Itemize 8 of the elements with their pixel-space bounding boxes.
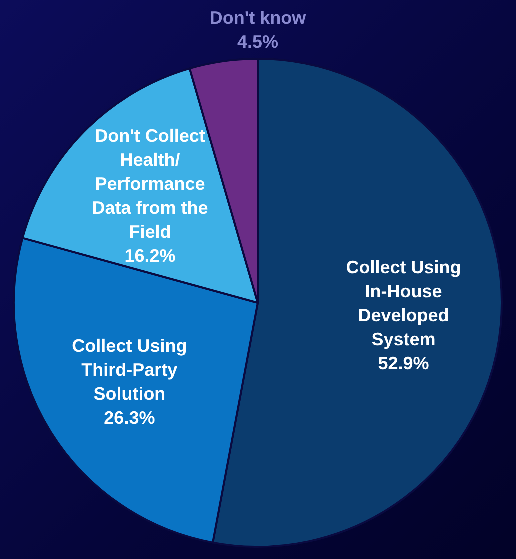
data-label: 52.9% [378,354,430,374]
slice-label: Collect Using Third-Party Solution [72,336,188,404]
data-label: 4.5% [237,32,279,52]
slice-label: Collect Using In-House Developed System [346,258,462,350]
data-label: 16.2% [124,246,176,266]
slice-label: Don't know [210,8,308,28]
data-label: 26.3% [104,408,156,428]
slice-label: Don't Collect Health/ Performance Data from the Field [92,126,208,242]
